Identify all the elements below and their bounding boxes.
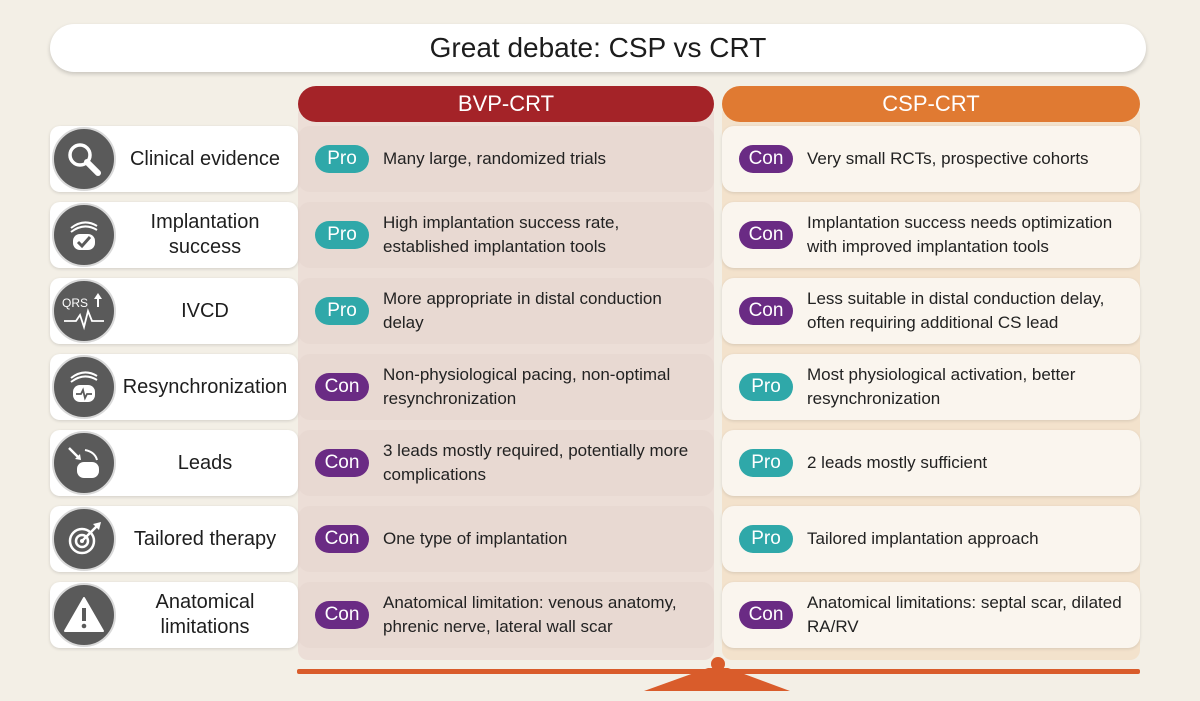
bvp-crt-cell: Pro Many large, randomized trials <box>298 126 714 192</box>
category-label-line: limitations <box>160 616 250 638</box>
category-label-line: Anatomical <box>155 591 255 613</box>
csp-crt-cell: Con Anatomical limitations: septal scar, … <box>722 582 1140 648</box>
bvp-crt-cell-text: 3 leads mostly required, potentially mor… <box>383 441 689 484</box>
csp-crt-cell-text: Less suitable in distal conduction delay… <box>807 289 1105 332</box>
category-label: Clinical evidence <box>120 126 290 192</box>
bvp-crt-cell: Con 3 leads mostly required, potentially … <box>298 430 714 496</box>
bvp-crt-column-header: BVP-CRT <box>298 86 714 122</box>
category-label: Implantation success <box>120 202 290 268</box>
comparison-row: Implantation success Pro High implantation … <box>50 202 1142 268</box>
category-label-line: Resynchronization <box>122 375 288 398</box>
bvp-crt-cell-text: More appropriate in distal conduction de… <box>383 289 662 332</box>
comparison-row: Clinical evidence Pro Many large, randomiz… <box>50 126 1142 192</box>
bvp-crt-cell-text: Anatomical limitation: venous anatomy, p… <box>383 593 677 636</box>
csp-crt-cell-text: Very small RCTs, prospective cohorts <box>807 149 1089 168</box>
pro-badge: Pro <box>739 449 793 477</box>
con-badge: Con <box>739 297 793 325</box>
category-label-line: success <box>168 236 242 258</box>
target-icon <box>52 507 116 571</box>
csp-crt-cell: Con Implantation success needs optimizati… <box>722 202 1140 268</box>
bvp-crt-cell: Con Anatomical limitation: venous anatomy… <box>298 582 714 648</box>
category-label-line: IVCD <box>181 299 229 322</box>
pro-badge: Pro <box>315 297 369 325</box>
category-cell: Implantation success <box>50 202 298 268</box>
csp-crt-cell: Pro Tailored implantation approach <box>722 506 1140 572</box>
bvp-crt-cell: Pro High implantation success rate, estab… <box>298 202 714 268</box>
con-badge: Con <box>315 449 369 477</box>
con-badge: Con <box>315 373 369 401</box>
bvp-crt-cell: Con One type of implantation <box>298 506 714 572</box>
pro-badge: Pro <box>315 145 369 173</box>
category-cell: Clinical evidence <box>50 126 298 192</box>
category-cell: Leads <box>50 430 298 496</box>
title-banner: Great debate: CSP vs CRT <box>50 24 1146 72</box>
category-label: IVCD <box>120 278 290 344</box>
comparison-row: Resynchronization Con Non-physiological pa… <box>50 354 1142 420</box>
con-badge: Con <box>315 601 369 629</box>
con-badge: Con <box>315 525 369 553</box>
csp-crt-column-header: CSP-CRT <box>722 86 1140 122</box>
category-label: Anatomical limitations <box>120 582 290 648</box>
category-cell: Resynchronization <box>50 354 298 420</box>
pacemaker-ecg-icon <box>52 355 116 419</box>
csp-crt-cell: Con Less suitable in distal conduction de… <box>722 278 1140 344</box>
category-label-line: Leads <box>177 451 233 474</box>
svg-text:QRS: QRS <box>62 296 88 310</box>
category-label-line: Tailored therapy <box>133 527 277 550</box>
pacemaker-check-icon <box>52 203 116 267</box>
comparison-row: Tailored therapy Con One type of implantat… <box>50 506 1142 572</box>
pacemaker-leads-icon <box>52 431 116 495</box>
category-label: Tailored therapy <box>120 506 290 572</box>
category-label: Resynchronization <box>120 354 290 420</box>
balance-fulcrum-icon <box>644 657 790 691</box>
pro-badge: Pro <box>739 373 793 401</box>
comparison-row: Anatomical limitations Con Anatomical limit… <box>50 582 1142 648</box>
con-badge: Con <box>739 601 793 629</box>
bvp-crt-header-label: BVP-CRT <box>457 91 555 116</box>
comparison-row: Leads Con 3 leads mostly required, potenti… <box>50 430 1142 496</box>
bvp-crt-cell: Pro More appropriate in distal conduction… <box>298 278 714 344</box>
bvp-crt-cell-text: Many large, randomized trials <box>383 149 606 168</box>
page-title: Great debate: CSP vs CRT <box>429 32 767 63</box>
con-badge: Con <box>739 221 793 249</box>
pro-badge: Pro <box>739 525 793 553</box>
qrs-icon: QRS <box>52 279 116 343</box>
category-cell: Anatomical limitations <box>50 582 298 648</box>
comparison-row: QRS IVCD Pro More appropriate in distal con… <box>50 278 1142 344</box>
csp-crt-cell-text: 2 leads mostly sufficient <box>807 453 988 472</box>
csp-crt-cell: Pro 2 leads mostly sufficient <box>722 430 1140 496</box>
csp-crt-cell: Pro Most physiological activation, better… <box>722 354 1140 420</box>
category-cell: QRS IVCD <box>50 278 298 344</box>
bvp-crt-cell: Con Non-physiological pacing, non-optimal… <box>298 354 714 420</box>
con-badge: Con <box>739 145 793 173</box>
bvp-crt-cell-text: One type of implantation <box>383 529 568 548</box>
csp-crt-cell-text: Tailored implantation approach <box>807 529 1039 548</box>
csp-crt-cell-text: Implantation success needs optimization … <box>807 213 1113 256</box>
csp-crt-cell: Con Very small RCTs, prospective cohorts <box>722 126 1140 192</box>
category-label-line: Clinical evidence <box>129 147 281 170</box>
bvp-crt-cell-text: Non-physiological pacing, non-optimal re… <box>383 365 671 408</box>
csp-crt-header-label: CSP-CRT <box>882 91 980 116</box>
category-label-line: Implantation <box>150 211 260 233</box>
pro-badge: Pro <box>315 221 369 249</box>
csp-crt-cell-text: Most physiological activation, better re… <box>807 365 1076 408</box>
magnifier-icon <box>52 127 116 191</box>
bvp-crt-cell-text: High implantation success rate, establis… <box>383 213 620 256</box>
csp-crt-cell-text: Anatomical limitations: septal scar, dil… <box>807 593 1122 636</box>
warning-icon <box>52 583 116 647</box>
category-cell: Tailored therapy <box>50 506 298 572</box>
category-label: Leads <box>120 430 290 496</box>
